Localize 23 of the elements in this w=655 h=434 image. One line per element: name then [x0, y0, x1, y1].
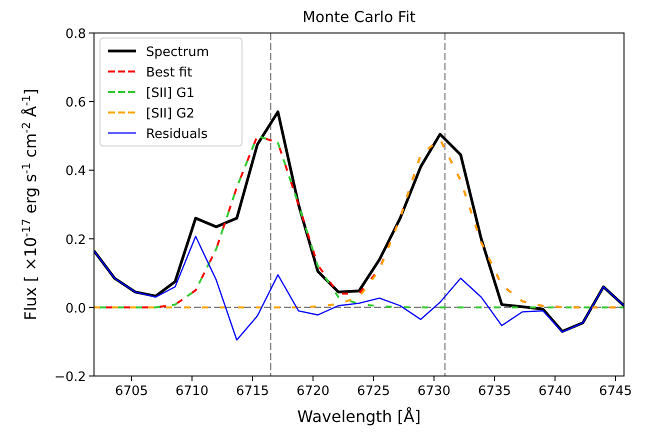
legend-label: Residuals	[146, 127, 208, 142]
x-tick-label: 6735	[478, 384, 512, 399]
y-tick-label: 0.6	[65, 96, 86, 111]
x-tick-label: 6745	[598, 384, 632, 399]
y-tick-label: 0.0	[65, 301, 86, 316]
legend-label: Spectrum	[146, 45, 209, 60]
y-tick-label: −0.2	[54, 370, 86, 385]
legend-label: [SII] G1	[146, 86, 195, 101]
y-tick-label: 0.8	[65, 27, 86, 42]
legend-label: Best fit	[146, 66, 192, 80]
x-tick-label: 6710	[175, 384, 209, 399]
x-tick-label: 6725	[356, 384, 390, 399]
legend-label: [SII] G2	[146, 106, 195, 122]
x-tick-label: 6715	[236, 384, 270, 399]
x-tick-label: 6720	[296, 384, 330, 399]
line-series	[94, 236, 624, 341]
x-tick-label: 6730	[417, 384, 451, 399]
x-tick-label: 6740	[538, 384, 572, 399]
y-tick-label: 0.2	[65, 232, 86, 248]
x-axis-title: Wavelength [Å]	[297, 407, 421, 426]
y-tick-label: 0.4	[65, 164, 86, 180]
x-tick-label: 6705	[114, 384, 148, 399]
chart-title: Monte Carlo Fit	[302, 8, 416, 26]
